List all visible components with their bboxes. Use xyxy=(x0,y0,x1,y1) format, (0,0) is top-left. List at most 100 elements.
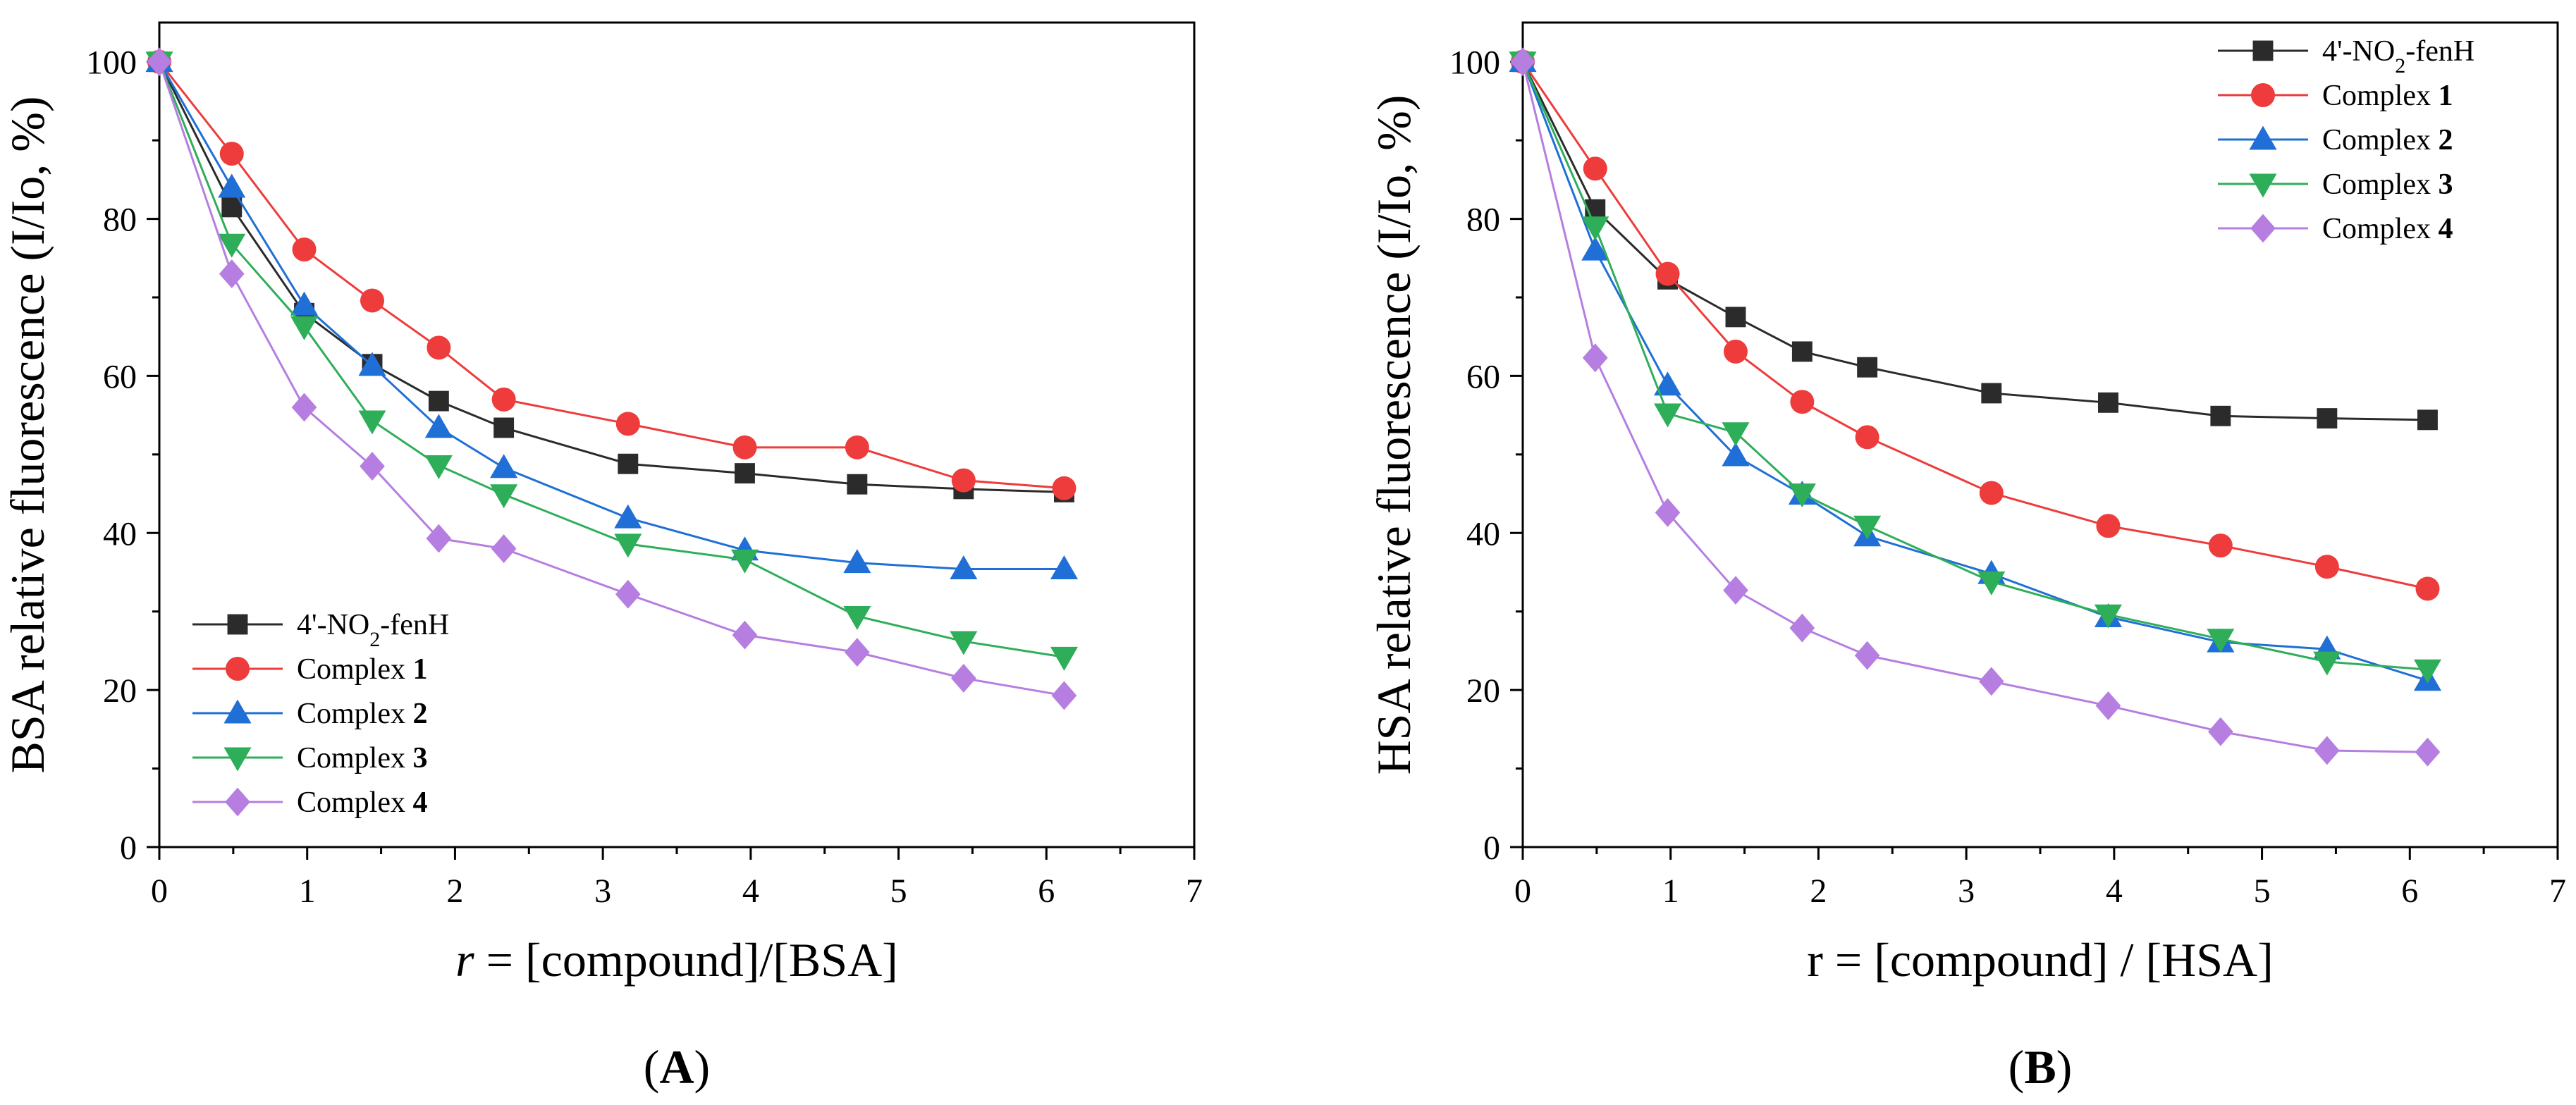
data-point xyxy=(2210,405,2231,426)
legend-item: Complex 3 xyxy=(192,742,428,774)
data-point xyxy=(845,435,869,459)
legend-marker xyxy=(223,747,252,772)
series-5 xyxy=(1510,47,2441,767)
data-point xyxy=(2417,409,2438,431)
data-point xyxy=(1723,339,1748,364)
data-point xyxy=(360,288,384,313)
data-point xyxy=(2415,737,2441,767)
y-tick-label: 0 xyxy=(1483,829,1500,867)
data-point xyxy=(358,352,386,376)
data-point xyxy=(1583,156,1607,181)
x-axis-title: r = [compound]/[BSA] xyxy=(455,933,898,987)
data-point xyxy=(614,533,642,558)
x-tick-label: 2 xyxy=(446,872,463,910)
series-5 xyxy=(147,47,1077,710)
data-point xyxy=(218,233,246,258)
legend-marker xyxy=(227,614,248,635)
x-tick-label: 4 xyxy=(742,872,759,910)
y-tick-label: 40 xyxy=(103,515,137,552)
legend-marker xyxy=(2252,40,2274,61)
data-point xyxy=(615,412,640,436)
x-tick-label: 1 xyxy=(1662,872,1679,910)
legend-marker xyxy=(223,699,252,724)
data-point xyxy=(219,259,245,288)
y-tick-label: 20 xyxy=(103,672,137,710)
legend-marker xyxy=(226,657,250,681)
data-point xyxy=(845,638,870,667)
data-point xyxy=(735,463,755,484)
data-point xyxy=(358,410,386,435)
x-tick-label: 2 xyxy=(1810,872,1827,910)
x-tick-label: 6 xyxy=(2401,872,2418,910)
y-axis-title: HSA relative fluorescence (I/Io, %) xyxy=(1367,95,1421,775)
data-point xyxy=(2314,736,2340,765)
data-point xyxy=(1977,571,2006,595)
x-tick-label: 7 xyxy=(1186,872,1203,910)
series-line xyxy=(1521,61,2428,682)
y-tick-label: 100 xyxy=(1449,44,1500,82)
data-point xyxy=(843,549,871,574)
data-point xyxy=(1722,442,1750,467)
data-point xyxy=(493,417,515,438)
data-point xyxy=(1979,481,2004,505)
data-point xyxy=(1790,390,1815,414)
data-point xyxy=(1050,555,1079,579)
data-point xyxy=(218,173,246,198)
legend-marker xyxy=(2249,125,2277,150)
data-point xyxy=(2095,691,2121,720)
legend-label: Complex 3 xyxy=(297,742,428,774)
legend-label: Complex 2 xyxy=(297,698,428,730)
data-point xyxy=(950,664,976,693)
data-point xyxy=(292,237,317,262)
data-point xyxy=(1855,425,1879,450)
x-tick-label: 6 xyxy=(1038,872,1055,910)
data-point xyxy=(1789,613,1815,643)
legend-label: Complex 4 xyxy=(297,786,428,819)
legend-item: 4'-NO2-fenH xyxy=(2218,35,2474,78)
panel-label: (B) xyxy=(2008,1040,2073,1094)
series-line xyxy=(158,61,1065,697)
data-point xyxy=(1853,515,1882,540)
legend-marker xyxy=(2251,83,2275,107)
legend-item: Complex 4 xyxy=(192,786,428,819)
data-point xyxy=(360,452,385,481)
data-point xyxy=(491,387,516,412)
legend-item: Complex 1 xyxy=(2218,80,2453,112)
panel-label: (A) xyxy=(644,1040,710,1094)
series-line xyxy=(158,61,1065,493)
x-tick-label: 5 xyxy=(890,872,907,910)
data-point xyxy=(2094,604,2123,629)
legend-label: Complex 1 xyxy=(2322,80,2453,112)
legend-item: Complex 2 xyxy=(192,698,428,730)
data-point xyxy=(2314,555,2339,579)
data-point xyxy=(618,453,639,474)
data-point xyxy=(2096,514,2121,538)
legend-item: Complex 1 xyxy=(192,653,428,686)
legend-item: Complex 2 xyxy=(2218,124,2453,156)
legend-label: Complex 4 xyxy=(2322,213,2453,245)
data-point xyxy=(427,335,451,360)
y-tick-label: 60 xyxy=(103,358,137,395)
data-point xyxy=(290,291,319,316)
data-point xyxy=(1582,343,1608,373)
data-point xyxy=(1791,341,1813,362)
data-point xyxy=(2208,717,2233,746)
x-axis-title: r = [compound] / [HSA] xyxy=(1807,933,2274,987)
legend-marker xyxy=(2249,173,2277,198)
data-point xyxy=(730,549,759,574)
y-tick-label: 40 xyxy=(1466,515,1500,552)
data-point xyxy=(2208,533,2233,558)
y-tick-label: 0 xyxy=(120,829,137,867)
data-point xyxy=(424,414,453,438)
data-point xyxy=(1978,667,2004,696)
data-point xyxy=(1051,681,1077,710)
data-point xyxy=(1052,476,1077,500)
data-point xyxy=(1788,483,1816,508)
data-point xyxy=(1581,216,1609,241)
x-tick-label: 3 xyxy=(1958,872,1975,910)
data-point xyxy=(1581,236,1609,261)
